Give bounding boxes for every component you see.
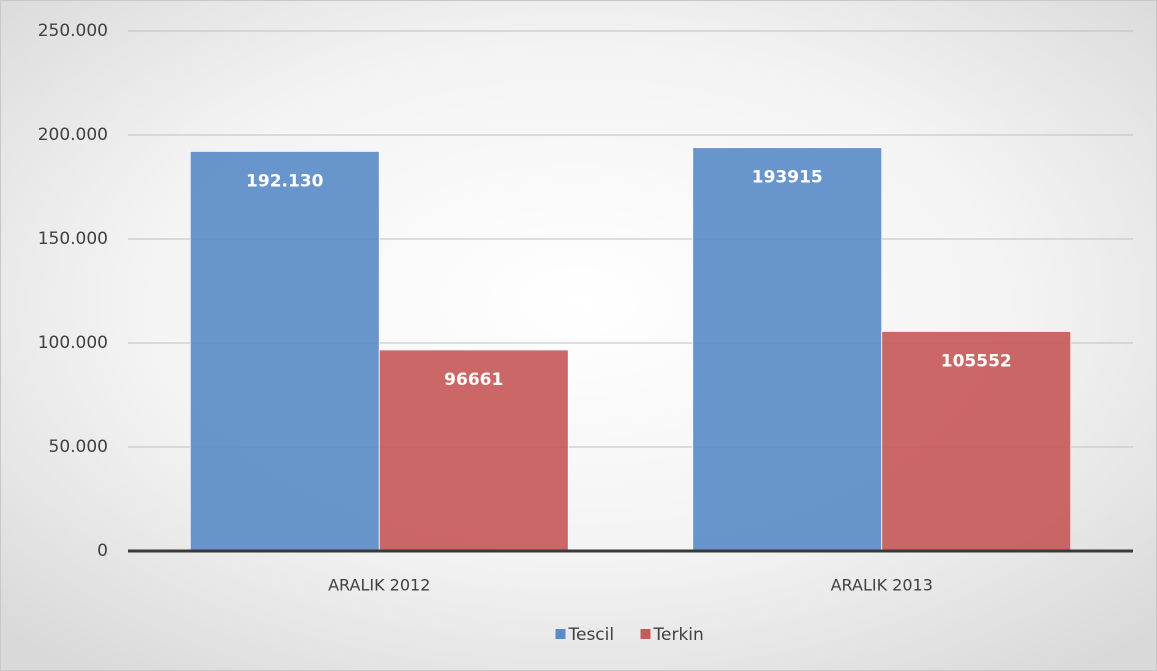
y-tick-label: 0: [97, 541, 108, 561]
bar: [881, 331, 1072, 552]
x-tick-label: ARALIK 2012: [328, 576, 430, 595]
y-tick-label: 200.000: [38, 125, 108, 145]
legend-label: Terkin: [653, 625, 704, 645]
data-label: 105552: [941, 351, 1012, 371]
data-label: 96661: [444, 370, 503, 390]
data-label: 193915: [752, 168, 823, 188]
bar: [692, 147, 883, 552]
y-tick-label: 250.000: [38, 21, 108, 41]
legend-swatch: [555, 629, 566, 639]
bar: [378, 349, 569, 552]
y-tick-label: 100.000: [38, 333, 108, 353]
bar: [189, 150, 380, 552]
legend-swatch: [640, 629, 651, 639]
y-tick-label: 50.000: [49, 437, 108, 457]
data-label: 192.130: [246, 171, 324, 191]
legend-label: Tescil: [568, 625, 615, 645]
y-tick-label: 150.000: [38, 229, 108, 249]
x-tick-label: ARALIK 2013: [831, 576, 933, 595]
